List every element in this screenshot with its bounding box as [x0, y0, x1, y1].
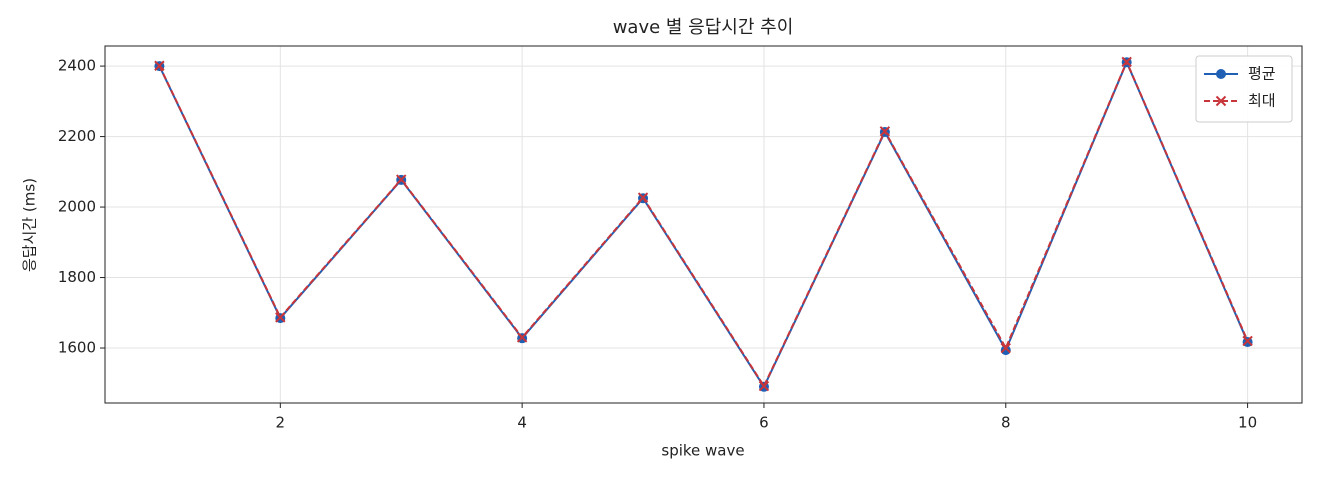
- legend-box: [1195, 55, 1293, 123]
- data-point: [879, 126, 891, 137]
- x-tick-label: 4: [517, 414, 527, 432]
- data-point: [516, 332, 528, 343]
- y-tick-label: 2200: [58, 127, 96, 145]
- legend-label: 평균: [1248, 65, 1276, 83]
- plot-frame: [104, 45, 1303, 404]
- y-tick-label: 1600: [58, 339, 96, 357]
- data-point: [154, 60, 165, 71]
- data-line: [158, 59, 1249, 389]
- x-axis-label: spike wave: [661, 442, 744, 460]
- x-tick-label: 2: [276, 414, 286, 432]
- data-point: [396, 174, 407, 185]
- y-tick-label: 1800: [58, 268, 96, 286]
- x-tick-label: 10: [1238, 414, 1257, 432]
- data-point: [275, 312, 286, 323]
- data-point: [1000, 342, 1011, 354]
- data-point: [1242, 335, 1253, 347]
- data-point: [758, 380, 770, 392]
- data-point: [1121, 56, 1132, 68]
- data-point: [1000, 345, 1011, 356]
- y-axis-label: 응답시간 (ms): [21, 178, 39, 272]
- legend-marker: [1215, 95, 1227, 107]
- chart-title: wave 별 응답시간 추이: [613, 17, 794, 38]
- y-tick-label: 2000: [58, 198, 96, 216]
- x-tick-label: 8: [1001, 414, 1011, 432]
- legend-marker: [1216, 69, 1226, 79]
- legend-label: 최대: [1248, 92, 1276, 110]
- x-tick-label: 6: [759, 414, 769, 432]
- y-tick-label: 2400: [58, 57, 96, 75]
- data-point: [637, 192, 649, 203]
